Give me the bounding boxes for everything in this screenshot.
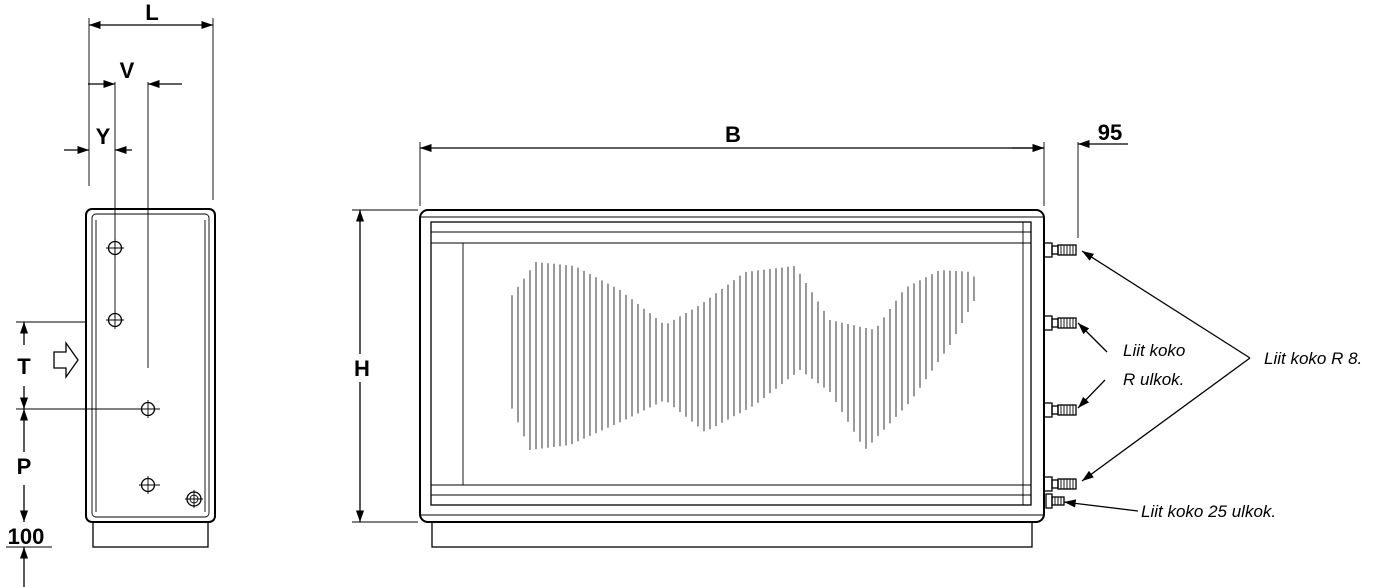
dim-100-label: 100 — [8, 524, 45, 549]
front-view-base — [431, 521, 1033, 548]
front-view-body — [419, 209, 1045, 523]
side-view: L V Y T P 100 — [6, 0, 216, 587]
note-connection-25: Liit koko 25 ulkok. — [1141, 502, 1276, 521]
dim-95-label: 95 — [1098, 120, 1122, 145]
pipe-connector-4 — [1043, 476, 1077, 492]
pipe-connector-3 — [1043, 402, 1077, 418]
dim-P-label: P — [17, 454, 32, 479]
pipe-connector-2 — [1043, 315, 1077, 331]
dim-H-label: H — [354, 356, 370, 381]
dim-V-label: V — [120, 58, 135, 83]
note-connection-R8: Liit koko R 8. — [1264, 349, 1362, 368]
dim-Y-label: Y — [96, 124, 111, 149]
heat-exchanger-fins — [511, 262, 975, 450]
note-connection-R-line2: R ulkok. — [1123, 370, 1184, 389]
dim-B-label: B — [725, 122, 741, 147]
airflow-arrow-icon — [53, 340, 79, 380]
note-connection-R-line1: Liit koko — [1123, 341, 1185, 360]
dim-L-label: L — [145, 0, 158, 25]
front-view: B 95 H — [348, 120, 1362, 548]
side-view-connection-holes — [106, 239, 203, 508]
side-view-base — [92, 521, 209, 548]
pipe-connectors — [1043, 242, 1077, 509]
dim-T-label: T — [17, 354, 31, 379]
pipe-connector-drain — [1045, 493, 1065, 509]
leader-lines — [1063, 250, 1251, 512]
pipe-connector-1 — [1043, 242, 1077, 258]
side-view-body — [85, 208, 216, 523]
